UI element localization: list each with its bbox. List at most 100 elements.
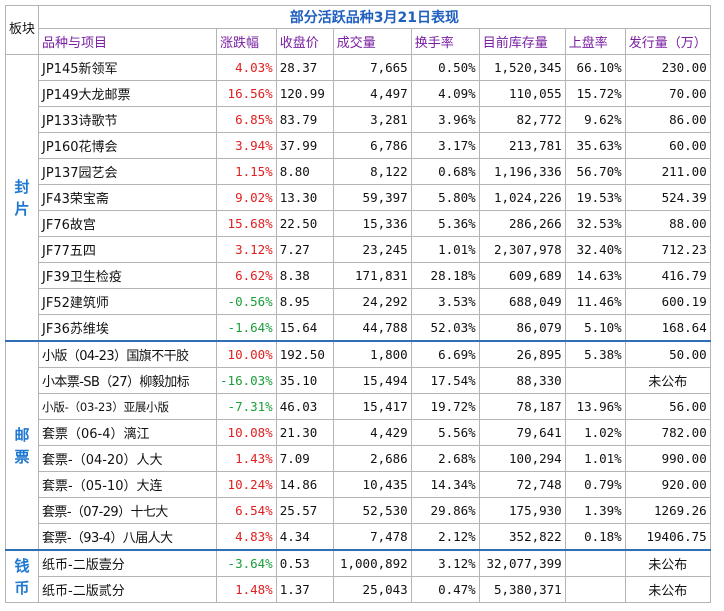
header-volume: 成交量 (332, 28, 412, 55)
cell-volume: 1,800 (332, 340, 412, 368)
cell-rate: 56.70% (564, 158, 626, 185)
cell-name: 小版-（03-23）亚展小版 (38, 393, 218, 420)
cell-volume: 52,530 (332, 497, 412, 524)
cell-volume: 15,494 (332, 367, 412, 394)
cell-stock: 5,380,371 (478, 576, 566, 603)
cell-turnover: 19.72% (410, 393, 480, 420)
cell-issue: 未公布 (624, 367, 711, 394)
cell-close: 37.99 (275, 132, 334, 159)
cell-close: 13.30 (275, 184, 334, 211)
cell-stock: 88,330 (478, 367, 566, 394)
market-table: 板块 部分活跃品种3月21日表现 品种与项目 涨跌幅 收盘价 成交量 换手率 目… (4, 5, 711, 603)
cell-change: 1.15% (216, 158, 277, 185)
cell-turnover: 0.50% (410, 54, 480, 81)
cell-turnover: 29.86% (410, 497, 480, 524)
cell-rate: 66.10% (564, 54, 626, 81)
cell-turnover: 1.01% (410, 236, 480, 263)
table-row: JP137园艺会 1.15% 8.80 8,122 0.68% 1,196,336 56.7… (6, 158, 711, 185)
table-row: JP160花博会 3.94% 37.99 6,786 3.17% 213,781 35.63… (6, 132, 711, 159)
table-row: JF77五四 3.12% 7.27 23,245 1.01% 2,307,978 32.40… (6, 236, 711, 263)
cell-issue: 782.00 (624, 419, 711, 446)
cell-issue: 未公布 (624, 576, 711, 603)
cell-turnover: 3.12% (410, 549, 480, 577)
cell-rate: 32.40% (564, 236, 626, 263)
cell-volume: 7,665 (332, 54, 412, 81)
cell-issue: 86.00 (624, 106, 711, 133)
cell-change: 4.03% (216, 54, 277, 81)
cell-change: 3.12% (216, 236, 277, 263)
cell-name: 纸币-二版壹分 (38, 549, 218, 577)
cell-rate: 11.46% (564, 288, 626, 315)
header-stock: 目前库存量 (478, 28, 566, 55)
table-row: 纸币-二版贰分 1.48% 1.37 25,043 0.47% 5,380,371 未公布 (6, 576, 711, 603)
header-name: 品种与项目 (38, 28, 218, 55)
category-char: 邮 (14, 425, 30, 444)
cell-close: 7.27 (275, 236, 334, 263)
header-change: 涨跌幅 (216, 28, 277, 55)
cell-change: -3.64% (216, 549, 277, 577)
cell-close: 25.57 (275, 497, 334, 524)
corner-label-text: 板块 (9, 22, 36, 37)
table-row: JF76故宫 15.68% 22.50 15,336 5.36% 286,266 32.53… (6, 210, 711, 237)
cell-turnover: 17.54% (410, 367, 480, 394)
cell-close: 0.53 (275, 549, 334, 577)
cell-issue: 56.00 (624, 393, 711, 420)
cell-issue: 230.00 (624, 54, 711, 81)
cell-issue: 600.19 (624, 288, 711, 315)
category-char: 币 (14, 578, 30, 597)
cell-name: JP145新领军 (38, 54, 218, 81)
cell-change: 1.48% (216, 576, 277, 603)
cell-rate: 1.39% (564, 497, 626, 524)
cell-volume: 1,000,892 (332, 549, 412, 577)
cell-turnover: 2.68% (410, 445, 480, 472)
cell-turnover: 14.34% (410, 471, 480, 498)
cell-name: 套票-（05-10）大连 (38, 471, 218, 498)
cell-stock: 2,307,978 (478, 236, 566, 263)
cell-stock: 688,049 (478, 288, 566, 315)
cell-rate (564, 367, 626, 394)
cell-change: 10.00% (216, 340, 277, 368)
cell-close: 21.30 (275, 419, 334, 446)
cell-name: JF76故宫 (38, 210, 218, 237)
cell-rate: 5.38% (564, 340, 626, 368)
header-issue: 发行量（万） (624, 28, 711, 55)
cell-volume: 4,429 (332, 419, 412, 446)
cell-issue: 990.00 (624, 445, 711, 472)
cell-close: 1.37 (275, 576, 334, 603)
cell-issue: 50.00 (624, 340, 711, 368)
cell-change: 10.24% (216, 471, 277, 498)
cell-issue: 416.79 (624, 262, 711, 289)
cell-close: 4.34 (275, 523, 334, 551)
cell-stock: 286,266 (478, 210, 566, 237)
cell-stock: 78,187 (478, 393, 566, 420)
cell-volume: 15,417 (332, 393, 412, 420)
cell-rate: 15.72% (564, 80, 626, 107)
cell-name: 小本票-SB（27）柳毅加标 (38, 367, 218, 394)
cell-stock: 175,930 (478, 497, 566, 524)
cell-change: -1.64% (216, 314, 277, 342)
table-row: JF36苏维埃 -1.64% 15.64 44,788 52.03% 86,079 5.10… (6, 314, 711, 342)
cell-turnover: 52.03% (410, 314, 480, 342)
cell-rate (564, 576, 626, 603)
cell-stock: 26,895 (478, 340, 566, 368)
cell-stock: 100,294 (478, 445, 566, 472)
category-char: 封 (14, 177, 30, 196)
cell-issue: 60.00 (624, 132, 711, 159)
cell-rate: 0.79% (564, 471, 626, 498)
category-cell: 邮票 (4, 340, 40, 551)
cell-stock: 72,748 (478, 471, 566, 498)
cell-issue: 19406.75 (624, 523, 711, 551)
cell-close: 7.09 (275, 445, 334, 472)
cell-name: JF77五四 (38, 236, 218, 263)
cell-stock: 86,079 (478, 314, 566, 342)
cell-change: -0.56% (216, 288, 277, 315)
table-row: 小本票-SB（27）柳毅加标 -16.03% 35.10 15,494 17.54% 88… (6, 367, 711, 394)
cell-turnover: 3.96% (410, 106, 480, 133)
cell-close: 8.80 (275, 158, 334, 185)
cell-rate (564, 549, 626, 577)
cell-rate: 13.96% (564, 393, 626, 420)
cell-change: -7.31% (216, 393, 277, 420)
cell-name: 套票-（04-20）人大 (38, 445, 218, 472)
cell-change: 16.56% (216, 80, 277, 107)
cell-stock: 1,024,226 (478, 184, 566, 211)
